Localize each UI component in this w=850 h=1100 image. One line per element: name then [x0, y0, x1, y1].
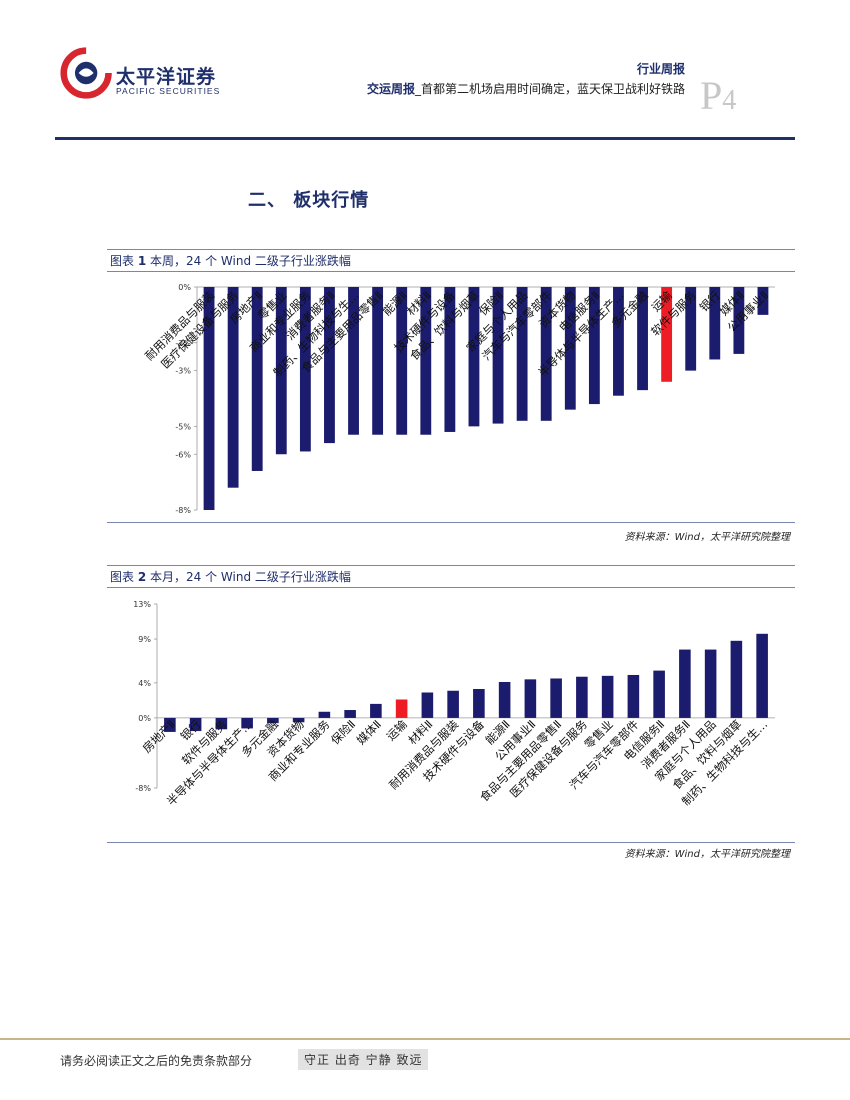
x-category-label: 房地产Ⅱ [140, 717, 178, 755]
bar [492, 287, 504, 424]
bar [685, 287, 697, 371]
bar [299, 287, 311, 452]
figure1-caption-bottom-rule [107, 271, 795, 272]
report-type: 行业周报 [636, 62, 685, 76]
figure1-text: 本周，24 个 Wind 二级子行业涨跌幅 [150, 254, 351, 268]
bar [627, 674, 640, 718]
bar [189, 717, 202, 732]
y-tick-label: 9% [138, 635, 151, 644]
bar [396, 287, 408, 435]
bar [215, 717, 228, 730]
bar [241, 717, 253, 729]
bar [704, 649, 717, 718]
figure1-bottom-rule [107, 522, 795, 523]
y-tick-label: -6% [175, 450, 191, 459]
page-letter: P [700, 73, 723, 118]
bar [227, 287, 239, 488]
y-tick-label: 4% [138, 679, 151, 688]
bar [318, 711, 331, 718]
y-tick-label: 0% [178, 283, 191, 292]
page-number: P4 [700, 72, 736, 119]
figure1-caption: 图表 1 本周，24 个 Wind 二级子行业涨跌幅 [110, 252, 351, 269]
bar [733, 287, 745, 354]
bar [267, 717, 279, 724]
bar [498, 681, 511, 718]
bar [344, 710, 356, 718]
figure1-label: 图表 [110, 254, 135, 268]
bar [661, 287, 673, 382]
figure2-caption-top-rule [107, 565, 795, 566]
logo-english-name: PACIFIC SECURITIES [116, 86, 221, 96]
bar [348, 287, 359, 435]
bar [550, 678, 562, 718]
figure2-label: 图表 [110, 570, 135, 584]
bar [203, 287, 215, 510]
figure1-bar-chart: 0%-2%-3%-5%-6%-8%耐用消费品与服装医疗保健设备与服务房地产Ⅱ零售… [142, 283, 775, 515]
bar [637, 287, 648, 391]
bar [473, 688, 485, 718]
bar [679, 649, 691, 718]
company-logo-icon [60, 46, 113, 99]
bar [757, 287, 769, 315]
figure2-source: 资料来源：Wind，太平洋研究院整理 [624, 849, 790, 860]
figure1-number: 1 [137, 254, 147, 268]
footer-disclaimer: 请务必阅读正文之后的免责条款部分 [60, 1054, 253, 1068]
bar [730, 640, 743, 718]
figure2-bar-chart: 13%9%4%0%-8%房地产Ⅱ 银行软件与服务半导体与半导体生产…多元金融资本货… [133, 600, 775, 808]
report-title-bold: 交运周报 [366, 82, 415, 96]
x-category-label: 媒体Ⅱ [354, 717, 384, 747]
figure2-caption: 图表 2 本月，24 个 Wind 二级子行业涨跌幅 [110, 568, 351, 585]
bar [613, 287, 624, 396]
figure2-text: 本月，24 个 Wind 二级子行业涨跌幅 [150, 570, 351, 584]
bar [709, 287, 721, 360]
bar [164, 717, 176, 732]
y-tick-label: 0% [138, 714, 151, 723]
bar [395, 699, 408, 718]
bar [292, 717, 305, 723]
bar [421, 692, 434, 718]
bar [324, 287, 335, 444]
x-category-label: 保险Ⅱ [328, 717, 358, 747]
bar [444, 287, 456, 432]
header-divider [55, 137, 795, 140]
y-tick-label: -2% [175, 339, 191, 348]
footer-divider [0, 1038, 850, 1040]
figure2-bottom-rule [107, 842, 795, 843]
figure1-caption-top-rule [107, 249, 795, 250]
bar [564, 287, 576, 410]
y-tick-label: -8% [135, 784, 151, 793]
bar [447, 690, 459, 718]
section-title: 二、 板块行情 [248, 190, 370, 211]
report-title: 交运周报_首都第二机场启用时间确定，蓝天保卫战利好铁路 [367, 80, 685, 97]
page-digit: 4 [722, 85, 737, 116]
footer-motto: 守正 出奇 宁静 致远 [298, 1049, 429, 1070]
y-tick-label: 13% [133, 600, 151, 609]
logo-chinese-name: 太平洋证券 [116, 66, 217, 88]
figure1-source: 资料来源：Wind，太平洋研究院整理 [624, 532, 790, 543]
figure2-number: 2 [137, 570, 147, 584]
bar [588, 287, 600, 405]
bar [275, 287, 287, 455]
bar [516, 287, 528, 421]
bar [653, 670, 665, 718]
bar [576, 676, 588, 718]
y-tick-label: -5% [175, 422, 191, 431]
figure2-caption-bottom-rule [107, 587, 795, 588]
y-tick-label: -8% [175, 506, 191, 515]
bar [370, 703, 382, 718]
bar [251, 287, 263, 471]
report-title-rest: _首都第二机场启用时间确定，蓝天保卫战利好铁路 [414, 82, 685, 96]
bar [420, 287, 432, 435]
bar [524, 679, 537, 718]
bar [540, 287, 552, 421]
bar [601, 675, 614, 718]
y-tick-label: -3% [175, 367, 191, 376]
bar [756, 633, 768, 718]
bar [372, 287, 384, 435]
bar [468, 287, 480, 427]
